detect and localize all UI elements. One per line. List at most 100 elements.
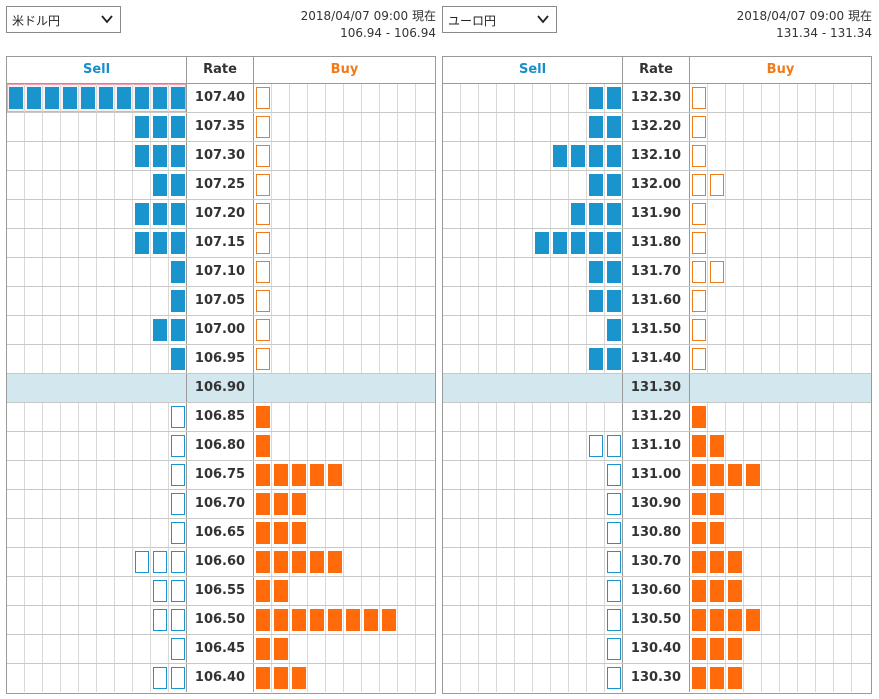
- buy-cell[interactable]: [344, 229, 362, 257]
- sell-cell[interactable]: [97, 113, 115, 141]
- buy-cell[interactable]: [308, 316, 326, 344]
- sell-cell[interactable]: [115, 461, 133, 489]
- buy-cell[interactable]: [780, 606, 798, 634]
- buy-cell[interactable]: [708, 229, 726, 257]
- buy-cell[interactable]: [762, 519, 780, 547]
- sell-cell[interactable]: [497, 316, 515, 344]
- buy-cell[interactable]: [816, 84, 834, 112]
- buy-cell[interactable]: [398, 316, 416, 344]
- buy-cell[interactable]: [798, 316, 816, 344]
- sell-cell[interactable]: [79, 490, 97, 518]
- buy-cell[interactable]: [762, 229, 780, 257]
- sell-cell[interactable]: [497, 577, 515, 605]
- sell-cell[interactable]: [443, 519, 461, 547]
- sell-cell[interactable]: [97, 142, 115, 170]
- buy-cell[interactable]: [762, 490, 780, 518]
- buy-cell[interactable]: [780, 664, 798, 692]
- buy-cell[interactable]: [744, 403, 762, 431]
- sell-cell[interactable]: [605, 374, 623, 402]
- sell-cell[interactable]: [169, 200, 187, 228]
- buy-cell[interactable]: [690, 606, 708, 634]
- buy-cell[interactable]: [254, 461, 272, 489]
- sell-cell[interactable]: [169, 287, 187, 315]
- sell-cell[interactable]: [497, 606, 515, 634]
- buy-cell[interactable]: [308, 490, 326, 518]
- sell-cell[interactable]: [7, 316, 25, 344]
- sell-cell[interactable]: [79, 519, 97, 547]
- buy-cell[interactable]: [726, 258, 744, 286]
- sell-cell[interactable]: [61, 577, 79, 605]
- buy-cell[interactable]: [362, 84, 380, 112]
- sell-cell[interactable]: [7, 548, 25, 576]
- buy-cell[interactable]: [254, 403, 272, 431]
- buy-cell[interactable]: [726, 316, 744, 344]
- buy-cell[interactable]: [290, 345, 308, 373]
- sell-cell[interactable]: [551, 200, 569, 228]
- sell-cell[interactable]: [43, 548, 61, 576]
- sell-cell[interactable]: [169, 577, 187, 605]
- buy-cell[interactable]: [690, 403, 708, 431]
- sell-cell[interactable]: [7, 635, 25, 663]
- sell-cell[interactable]: [25, 664, 43, 692]
- buy-cell[interactable]: [398, 635, 416, 663]
- sell-cell[interactable]: [25, 490, 43, 518]
- buy-cell[interactable]: [398, 84, 416, 112]
- buy-cell[interactable]: [326, 287, 344, 315]
- buy-cell[interactable]: [834, 113, 852, 141]
- sell-cell[interactable]: [79, 548, 97, 576]
- sell-cell[interactable]: [151, 171, 169, 199]
- sell-cell[interactable]: [79, 200, 97, 228]
- sell-cell[interactable]: [115, 548, 133, 576]
- sell-cell[interactable]: [533, 490, 551, 518]
- sell-cell[interactable]: [115, 606, 133, 634]
- sell-cell[interactable]: [61, 461, 79, 489]
- sell-cell[interactable]: [169, 461, 187, 489]
- buy-cell[interactable]: [344, 606, 362, 634]
- sell-cell[interactable]: [443, 403, 461, 431]
- sell-cell[interactable]: [533, 635, 551, 663]
- sell-cell[interactable]: [605, 606, 623, 634]
- sell-cell[interactable]: [569, 664, 587, 692]
- sell-cell[interactable]: [569, 316, 587, 344]
- sell-cell[interactable]: [151, 200, 169, 228]
- buy-cell[interactable]: [834, 548, 852, 576]
- sell-cell[interactable]: [515, 432, 533, 460]
- sell-cell[interactable]: [533, 577, 551, 605]
- buy-cell[interactable]: [416, 200, 434, 228]
- buy-cell[interactable]: [780, 200, 798, 228]
- sell-cell[interactable]: [151, 606, 169, 634]
- buy-cell[interactable]: [744, 171, 762, 199]
- sell-cell[interactable]: [461, 577, 479, 605]
- sell-cell[interactable]: [461, 258, 479, 286]
- sell-cell[interactable]: [97, 316, 115, 344]
- buy-cell[interactable]: [416, 606, 434, 634]
- buy-cell[interactable]: [762, 84, 780, 112]
- buy-cell[interactable]: [798, 200, 816, 228]
- sell-cell[interactable]: [133, 403, 151, 431]
- buy-cell[interactable]: [798, 548, 816, 576]
- buy-cell[interactable]: [344, 374, 362, 402]
- buy-cell[interactable]: [852, 374, 870, 402]
- buy-cell[interactable]: [362, 142, 380, 170]
- buy-cell[interactable]: [816, 287, 834, 315]
- sell-cell[interactable]: [43, 374, 61, 402]
- sell-cell[interactable]: [115, 635, 133, 663]
- buy-cell[interactable]: [416, 635, 434, 663]
- sell-cell[interactable]: [443, 200, 461, 228]
- sell-cell[interactable]: [169, 142, 187, 170]
- sell-cell[interactable]: [115, 374, 133, 402]
- sell-cell[interactable]: [443, 635, 461, 663]
- sell-cell[interactable]: [461, 403, 479, 431]
- sell-cell[interactable]: [533, 316, 551, 344]
- sell-cell[interactable]: [151, 403, 169, 431]
- buy-cell[interactable]: [744, 548, 762, 576]
- sell-cell[interactable]: [133, 316, 151, 344]
- sell-cell[interactable]: [133, 113, 151, 141]
- sell-cell[interactable]: [569, 403, 587, 431]
- sell-cell[interactable]: [169, 432, 187, 460]
- sell-cell[interactable]: [605, 113, 623, 141]
- sell-cell[interactable]: [97, 664, 115, 692]
- buy-cell[interactable]: [726, 519, 744, 547]
- sell-cell[interactable]: [43, 664, 61, 692]
- buy-cell[interactable]: [762, 316, 780, 344]
